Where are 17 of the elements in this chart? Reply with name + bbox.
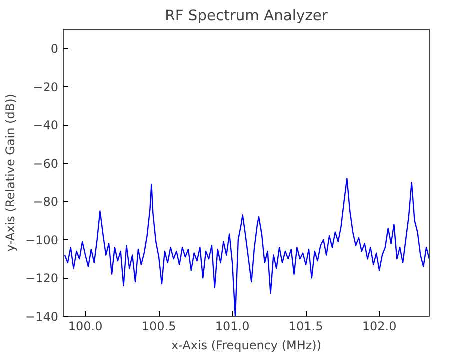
y-tick-label: −80 xyxy=(33,195,59,210)
y-tick-label: −20 xyxy=(33,80,59,94)
chart-title: RF Spectrum Analyzer xyxy=(165,8,329,24)
x-tick-label: 101.0 xyxy=(215,320,250,334)
x-tick-label: 102.0 xyxy=(362,320,397,334)
y-tick-label: −40 xyxy=(33,118,59,133)
x-tick-label: 100.5 xyxy=(142,320,176,334)
y-axis-title: y-Axis (Relative Gain (dB)) xyxy=(4,94,18,252)
y-tick-label: −120 xyxy=(26,272,59,286)
x-tick-label: 101.5 xyxy=(288,320,324,334)
x-axis-title: x-Axis (Frequency (MHz)) xyxy=(171,338,322,352)
y-tick-label: 0 xyxy=(50,42,59,56)
line-series xyxy=(64,178,430,316)
y-tick-label: −140 xyxy=(26,310,59,324)
x-tick-label: 100.0 xyxy=(68,320,103,334)
y-tick-label: −60 xyxy=(33,156,59,171)
y-tick-label: −100 xyxy=(26,233,59,248)
